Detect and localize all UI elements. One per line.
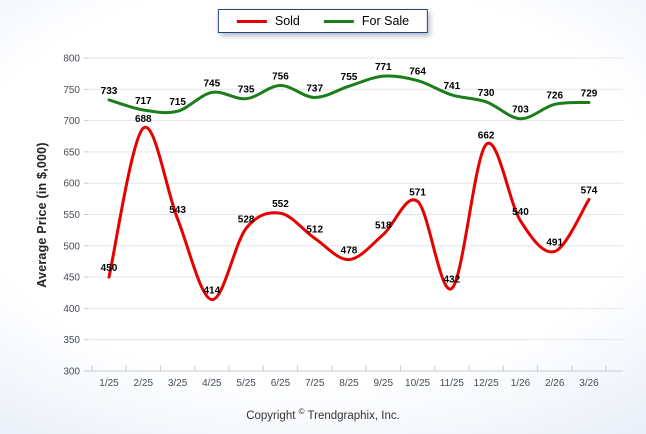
svg-text:10/25: 10/25 (405, 378, 430, 389)
svg-text:729: 729 (581, 88, 598, 99)
svg-text:540: 540 (512, 207, 529, 218)
svg-text:450: 450 (63, 273, 80, 284)
svg-text:3/26: 3/26 (579, 378, 599, 389)
svg-text:1/26: 1/26 (511, 378, 531, 389)
svg-text:726: 726 (546, 90, 563, 101)
svg-text:750: 750 (63, 85, 80, 96)
svg-text:650: 650 (63, 147, 80, 158)
svg-text:733: 733 (101, 86, 118, 97)
svg-text:512: 512 (306, 224, 323, 235)
legend-label-sold: Sold (274, 14, 300, 28)
svg-text:450: 450 (101, 263, 118, 274)
svg-text:414: 414 (204, 286, 221, 297)
svg-text:741: 741 (444, 81, 461, 92)
copyright-prefix: Copyright (246, 410, 296, 422)
svg-text:715: 715 (169, 97, 186, 108)
svg-text:700: 700 (63, 116, 80, 127)
svg-text:552: 552 (272, 199, 289, 210)
svg-text:688: 688 (135, 114, 152, 125)
svg-text:703: 703 (512, 105, 529, 116)
svg-text:764: 764 (409, 67, 426, 78)
svg-text:2/25: 2/25 (134, 378, 154, 389)
copyright-owner: Trendgraphix, Inc. (307, 410, 400, 422)
svg-text:717: 717 (135, 96, 152, 107)
svg-text:735: 735 (238, 85, 255, 96)
svg-text:745: 745 (204, 78, 221, 89)
svg-text:756: 756 (272, 72, 289, 83)
legend-item-for-sale: For Sale (323, 14, 410, 28)
svg-text:9/25: 9/25 (374, 378, 394, 389)
svg-text:478: 478 (341, 246, 358, 257)
svg-text:574: 574 (581, 185, 598, 196)
svg-text:7/25: 7/25 (305, 378, 325, 389)
svg-text:4/25: 4/25 (202, 378, 222, 389)
svg-text:3/25: 3/25 (168, 378, 188, 389)
svg-text:528: 528 (238, 214, 255, 225)
svg-text:350: 350 (63, 335, 80, 346)
legend-item-sold: Sold (236, 14, 300, 28)
legend-label-for-sale: For Sale (361, 14, 410, 28)
svg-text:662: 662 (478, 130, 495, 141)
svg-text:12/25: 12/25 (474, 378, 499, 389)
svg-text:500: 500 (63, 241, 80, 252)
svg-text:1/25: 1/25 (99, 378, 119, 389)
svg-text:737: 737 (306, 83, 323, 94)
svg-text:600: 600 (63, 179, 80, 190)
for-sale-series-swatch (323, 19, 354, 23)
svg-text:571: 571 (409, 187, 426, 198)
svg-text:771: 771 (375, 62, 392, 73)
svg-text:8/25: 8/25 (339, 378, 359, 389)
svg-text:2/26: 2/26 (545, 378, 565, 389)
svg-text:730: 730 (478, 88, 495, 99)
svg-text:491: 491 (546, 237, 563, 248)
sold-series-swatch (236, 19, 267, 23)
svg-text:800: 800 (63, 54, 80, 65)
svg-text:5/25: 5/25 (236, 378, 256, 389)
svg-text:543: 543 (169, 205, 186, 216)
svg-text:518: 518 (375, 221, 392, 232)
svg-text:6/25: 6/25 (271, 378, 291, 389)
svg-text:11/25: 11/25 (440, 378, 465, 389)
svg-text:550: 550 (63, 210, 80, 221)
svg-text:432: 432 (444, 274, 461, 285)
svg-text:300: 300 (63, 367, 80, 378)
chart-legend: Sold For Sale (217, 9, 429, 33)
svg-text:755: 755 (341, 72, 358, 83)
svg-text:400: 400 (63, 304, 80, 315)
copyright-symbol: © (298, 407, 305, 417)
copyright-text: Copyright © Trendgraphix, Inc. (0, 407, 646, 422)
